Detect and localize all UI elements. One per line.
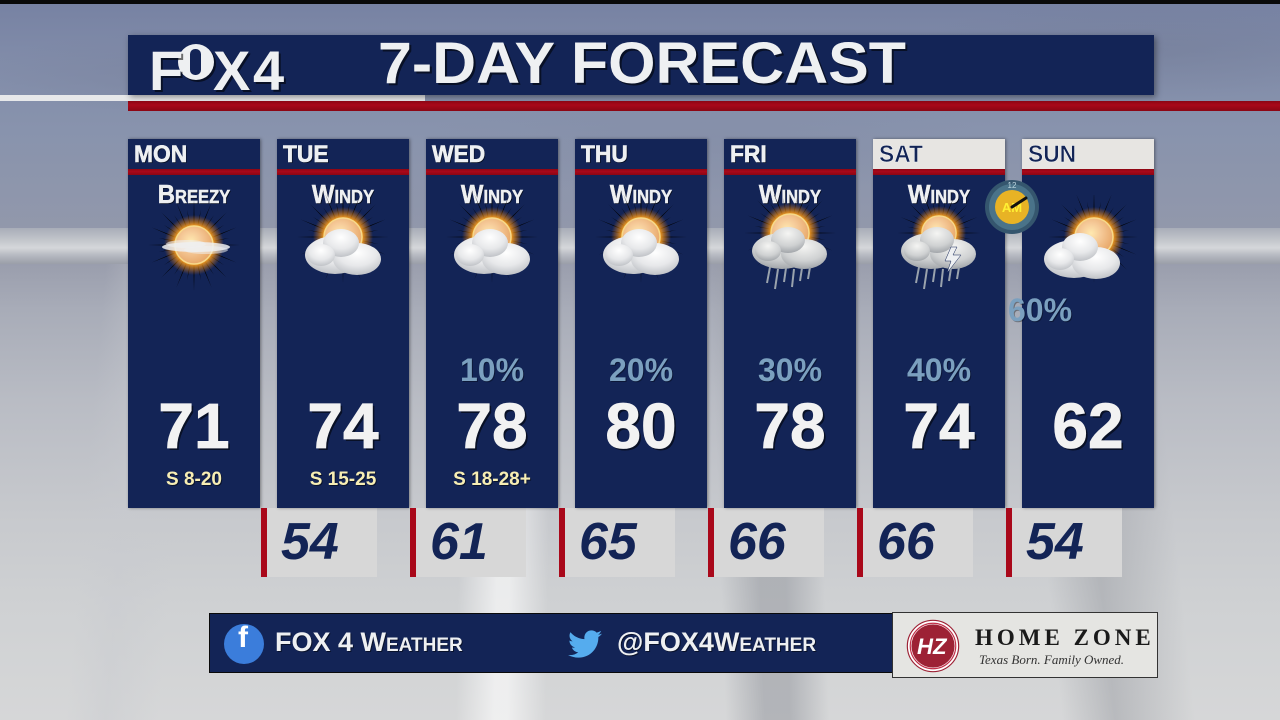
svg-text:HZ: HZ: [917, 634, 948, 659]
svg-text:12: 12: [1008, 181, 1017, 190]
